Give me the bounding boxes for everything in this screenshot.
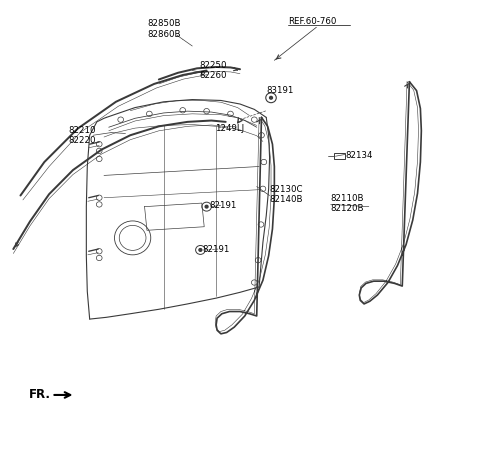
Text: 82210
82220: 82210 82220 <box>68 126 96 145</box>
Text: 82134: 82134 <box>345 151 372 160</box>
Text: REF.60-760: REF.60-760 <box>288 17 336 26</box>
Text: 82250
82260: 82250 82260 <box>199 61 227 80</box>
Text: 1249LJ: 1249LJ <box>215 124 244 133</box>
Text: 82191: 82191 <box>209 201 236 210</box>
FancyBboxPatch shape <box>334 153 345 159</box>
Text: 82850B
82860B: 82850B 82860B <box>147 19 180 39</box>
Text: 83191: 83191 <box>266 86 294 95</box>
Text: FR.: FR. <box>29 388 51 401</box>
Text: 82191: 82191 <box>203 245 230 254</box>
Circle shape <box>270 97 273 99</box>
Text: 82110B
82120B: 82110B 82120B <box>331 194 364 213</box>
Text: 82130C
82140B: 82130C 82140B <box>270 185 303 204</box>
Circle shape <box>199 249 202 251</box>
Circle shape <box>205 205 208 208</box>
